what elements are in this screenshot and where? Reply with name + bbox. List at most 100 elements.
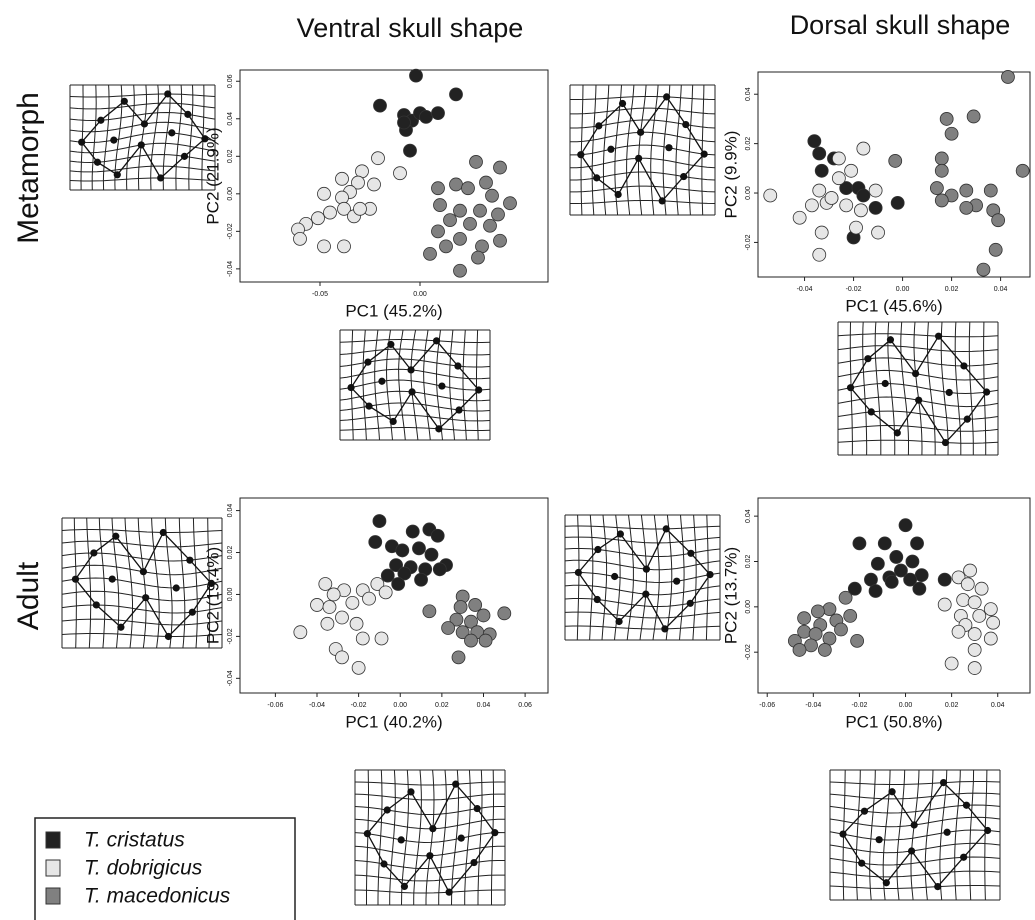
grid-warp-line <box>565 626 720 629</box>
data-point <box>938 573 951 586</box>
landmark <box>474 805 481 812</box>
data-point <box>465 634 478 647</box>
data-point <box>415 573 428 586</box>
data-point <box>811 605 824 618</box>
grid-warp-line <box>424 330 431 440</box>
deformation-grid <box>830 770 1000 900</box>
data-point <box>968 643 981 656</box>
y-tick-label: -0.02 <box>745 644 752 660</box>
landmark <box>454 362 461 369</box>
y-axis-label: PC2 (13.7%) <box>721 547 740 644</box>
grid-warp-line <box>838 334 998 337</box>
landmark <box>963 802 970 809</box>
data-point <box>352 661 365 674</box>
grid-warp-line <box>450 330 455 440</box>
landmark <box>157 174 164 181</box>
data-point <box>793 211 806 224</box>
data-point <box>432 182 445 195</box>
data-point <box>878 537 891 550</box>
landmark <box>595 122 602 129</box>
landmark <box>858 860 865 867</box>
data-point <box>961 578 974 591</box>
y-tick-label: 0.02 <box>227 149 234 163</box>
data-point <box>434 199 447 212</box>
data-point <box>372 152 385 165</box>
data-point <box>968 662 981 675</box>
landmark <box>944 829 951 836</box>
landmark <box>911 821 918 828</box>
grid-warp-line <box>969 322 973 455</box>
landmark <box>97 117 104 124</box>
data-point <box>823 603 836 616</box>
grid-warp-line <box>651 85 658 215</box>
data-point <box>440 240 453 253</box>
grid-warp-line <box>830 805 1000 813</box>
x-tick-label: -0.02 <box>351 702 367 709</box>
y-tick-label: -0.02 <box>227 628 234 644</box>
grid-warp-line <box>355 861 505 869</box>
landmark <box>687 600 694 607</box>
landmark <box>946 389 953 396</box>
grid-warp-line <box>340 380 490 390</box>
landmark <box>883 879 890 886</box>
landmark <box>659 197 666 204</box>
data-point <box>318 187 331 200</box>
grid-warp-line <box>570 108 715 114</box>
grid-warp-line <box>355 807 505 815</box>
data-point <box>854 204 867 217</box>
data-point <box>432 107 445 120</box>
y-axis-label: PC2 (9.9%) <box>721 131 740 219</box>
landmark <box>407 366 414 373</box>
data-point <box>940 112 953 125</box>
data-point <box>935 164 948 177</box>
data-point <box>354 202 367 215</box>
x-tick-label: -0.04 <box>309 702 325 709</box>
x-tick-label: -0.04 <box>805 702 821 709</box>
landmark <box>940 779 947 786</box>
data-point <box>431 529 444 542</box>
landmark <box>94 159 101 166</box>
y-tick-label: 0.02 <box>745 137 752 151</box>
landmark <box>960 362 967 369</box>
data-point <box>1016 164 1029 177</box>
data-point <box>480 176 493 189</box>
legend-label: T. cristatus <box>84 829 185 852</box>
data-point <box>808 135 821 148</box>
grid-warp-line <box>689 85 693 215</box>
data-point <box>899 519 912 532</box>
data-point <box>396 544 409 557</box>
landmark <box>888 788 895 795</box>
grid-warp-line <box>955 770 961 900</box>
grid-warp-line <box>627 515 633 640</box>
data-point <box>454 204 467 217</box>
grid-warp-line <box>125 518 133 648</box>
deformation-grid <box>340 330 490 440</box>
data-point <box>477 609 490 622</box>
data-point <box>844 609 857 622</box>
data-point <box>494 161 507 174</box>
x-tick-label: 0.00 <box>896 286 910 293</box>
grid-warp-line <box>830 793 1000 799</box>
grid-warp-line <box>565 549 720 557</box>
grid-warp-line <box>81 85 83 190</box>
data-point <box>805 639 818 652</box>
x-tick-label: 0.00 <box>413 291 427 298</box>
data-point <box>871 557 884 570</box>
x-tick-label: 0.04 <box>994 286 1008 293</box>
x-tick-label: -0.06 <box>759 702 775 709</box>
landmark <box>701 150 708 157</box>
data-point <box>486 189 499 202</box>
x-tick-label: 0.02 <box>945 702 959 709</box>
landmark <box>983 388 990 395</box>
landmark <box>673 578 680 585</box>
y-axis-label: PC2 (21.9%) <box>203 127 222 224</box>
data-point <box>798 612 811 625</box>
landmark <box>435 425 442 432</box>
landmark <box>617 530 624 537</box>
grid-warp-line <box>340 349 490 355</box>
landmark <box>138 141 145 148</box>
grid-warp-line <box>838 440 998 443</box>
landmark <box>446 889 453 896</box>
data-point <box>368 178 381 191</box>
data-point <box>869 201 882 214</box>
